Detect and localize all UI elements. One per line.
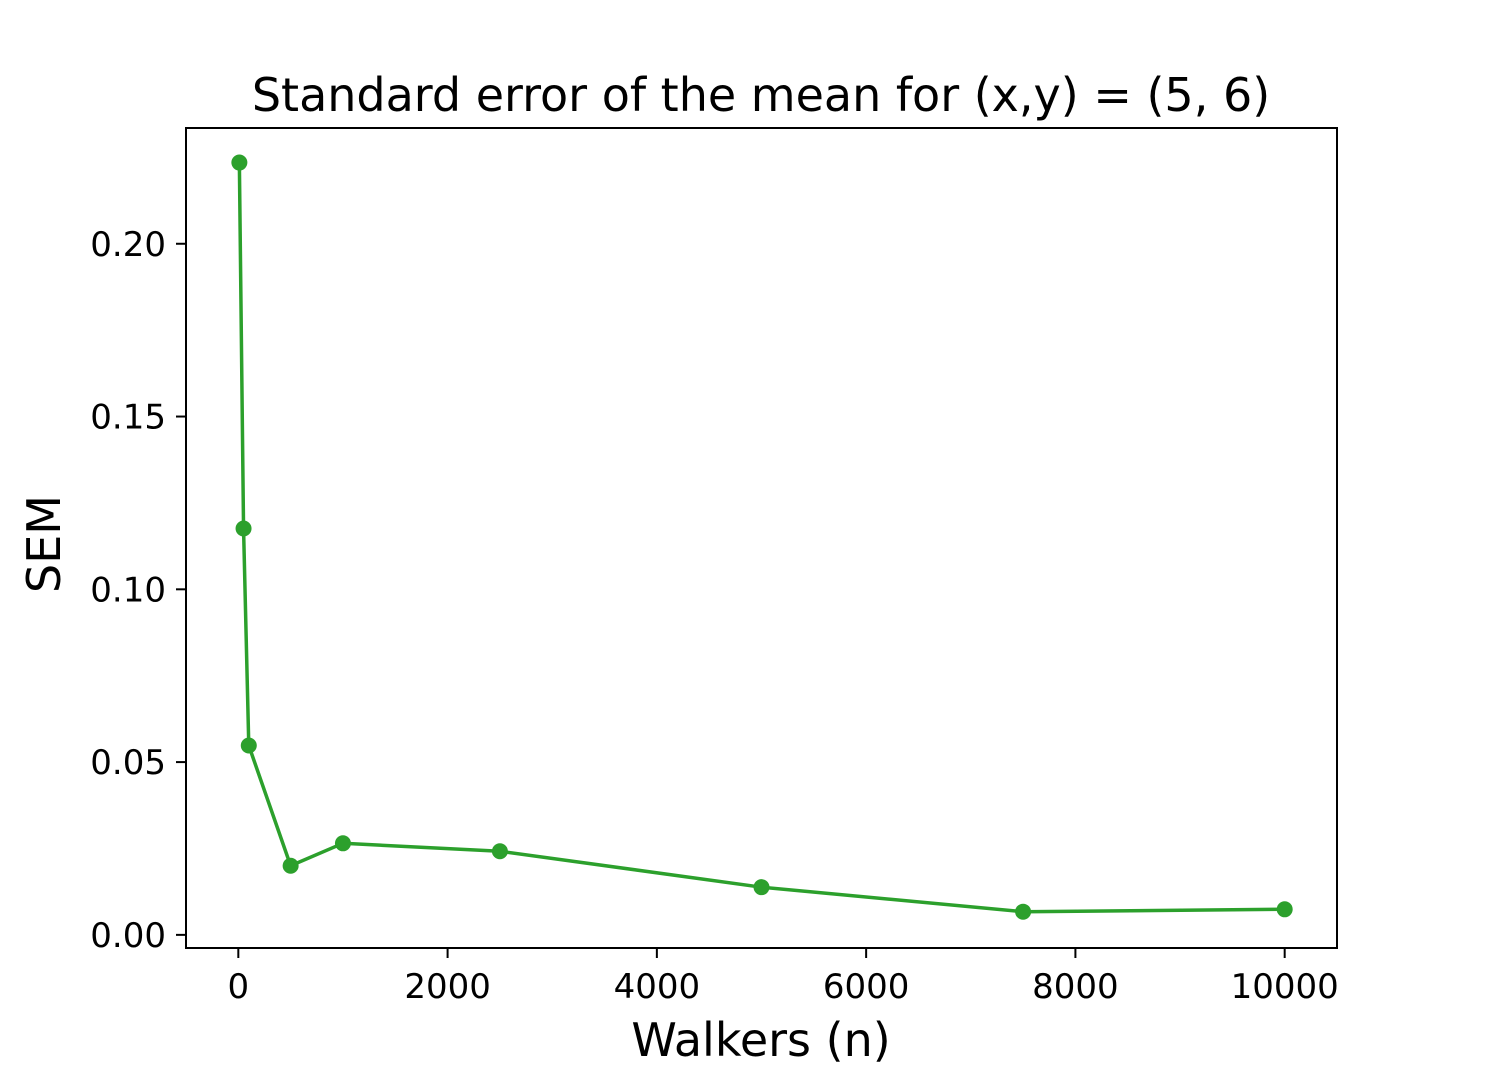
x-axis-label: Walkers (n): [631, 1013, 890, 1066]
y-tick-label: 0.05: [90, 743, 166, 783]
data-point: [282, 857, 299, 874]
y-axis-label: SEM: [17, 495, 71, 593]
y-tick-label: 0.15: [90, 398, 166, 438]
x-tick-label: 10000: [1231, 967, 1339, 1007]
data-point: [1015, 903, 1032, 920]
chart-title: Standard error of the mean for (x,y) = (…: [252, 68, 1270, 122]
y-axis: 0.00 0.05 0.10 0.15 0.20: [90, 225, 186, 956]
plot-frame: [185, 127, 1338, 949]
data-point: [753, 879, 770, 896]
data-point: [235, 520, 252, 537]
x-tick-label: 8000: [1032, 967, 1119, 1007]
x-tick-label: 0: [227, 967, 249, 1007]
x-tick-label: 4000: [614, 967, 701, 1007]
plot-area: [231, 154, 1293, 920]
y-tick-label: 0.10: [90, 570, 166, 610]
data-point: [491, 843, 508, 860]
x-axis: 0 2000 4000 6000 8000 10000: [227, 948, 1339, 1007]
x-tick-label: 2000: [404, 967, 491, 1007]
y-tick-label: 0.20: [90, 225, 166, 265]
x-tick-label: 6000: [823, 967, 910, 1007]
y-tick-label: 0.00: [90, 916, 166, 956]
data-point: [231, 154, 248, 171]
series-line: [237, 162, 1285, 914]
data-point: [1276, 901, 1293, 918]
data-point: [334, 835, 351, 852]
data-point: [240, 737, 257, 754]
